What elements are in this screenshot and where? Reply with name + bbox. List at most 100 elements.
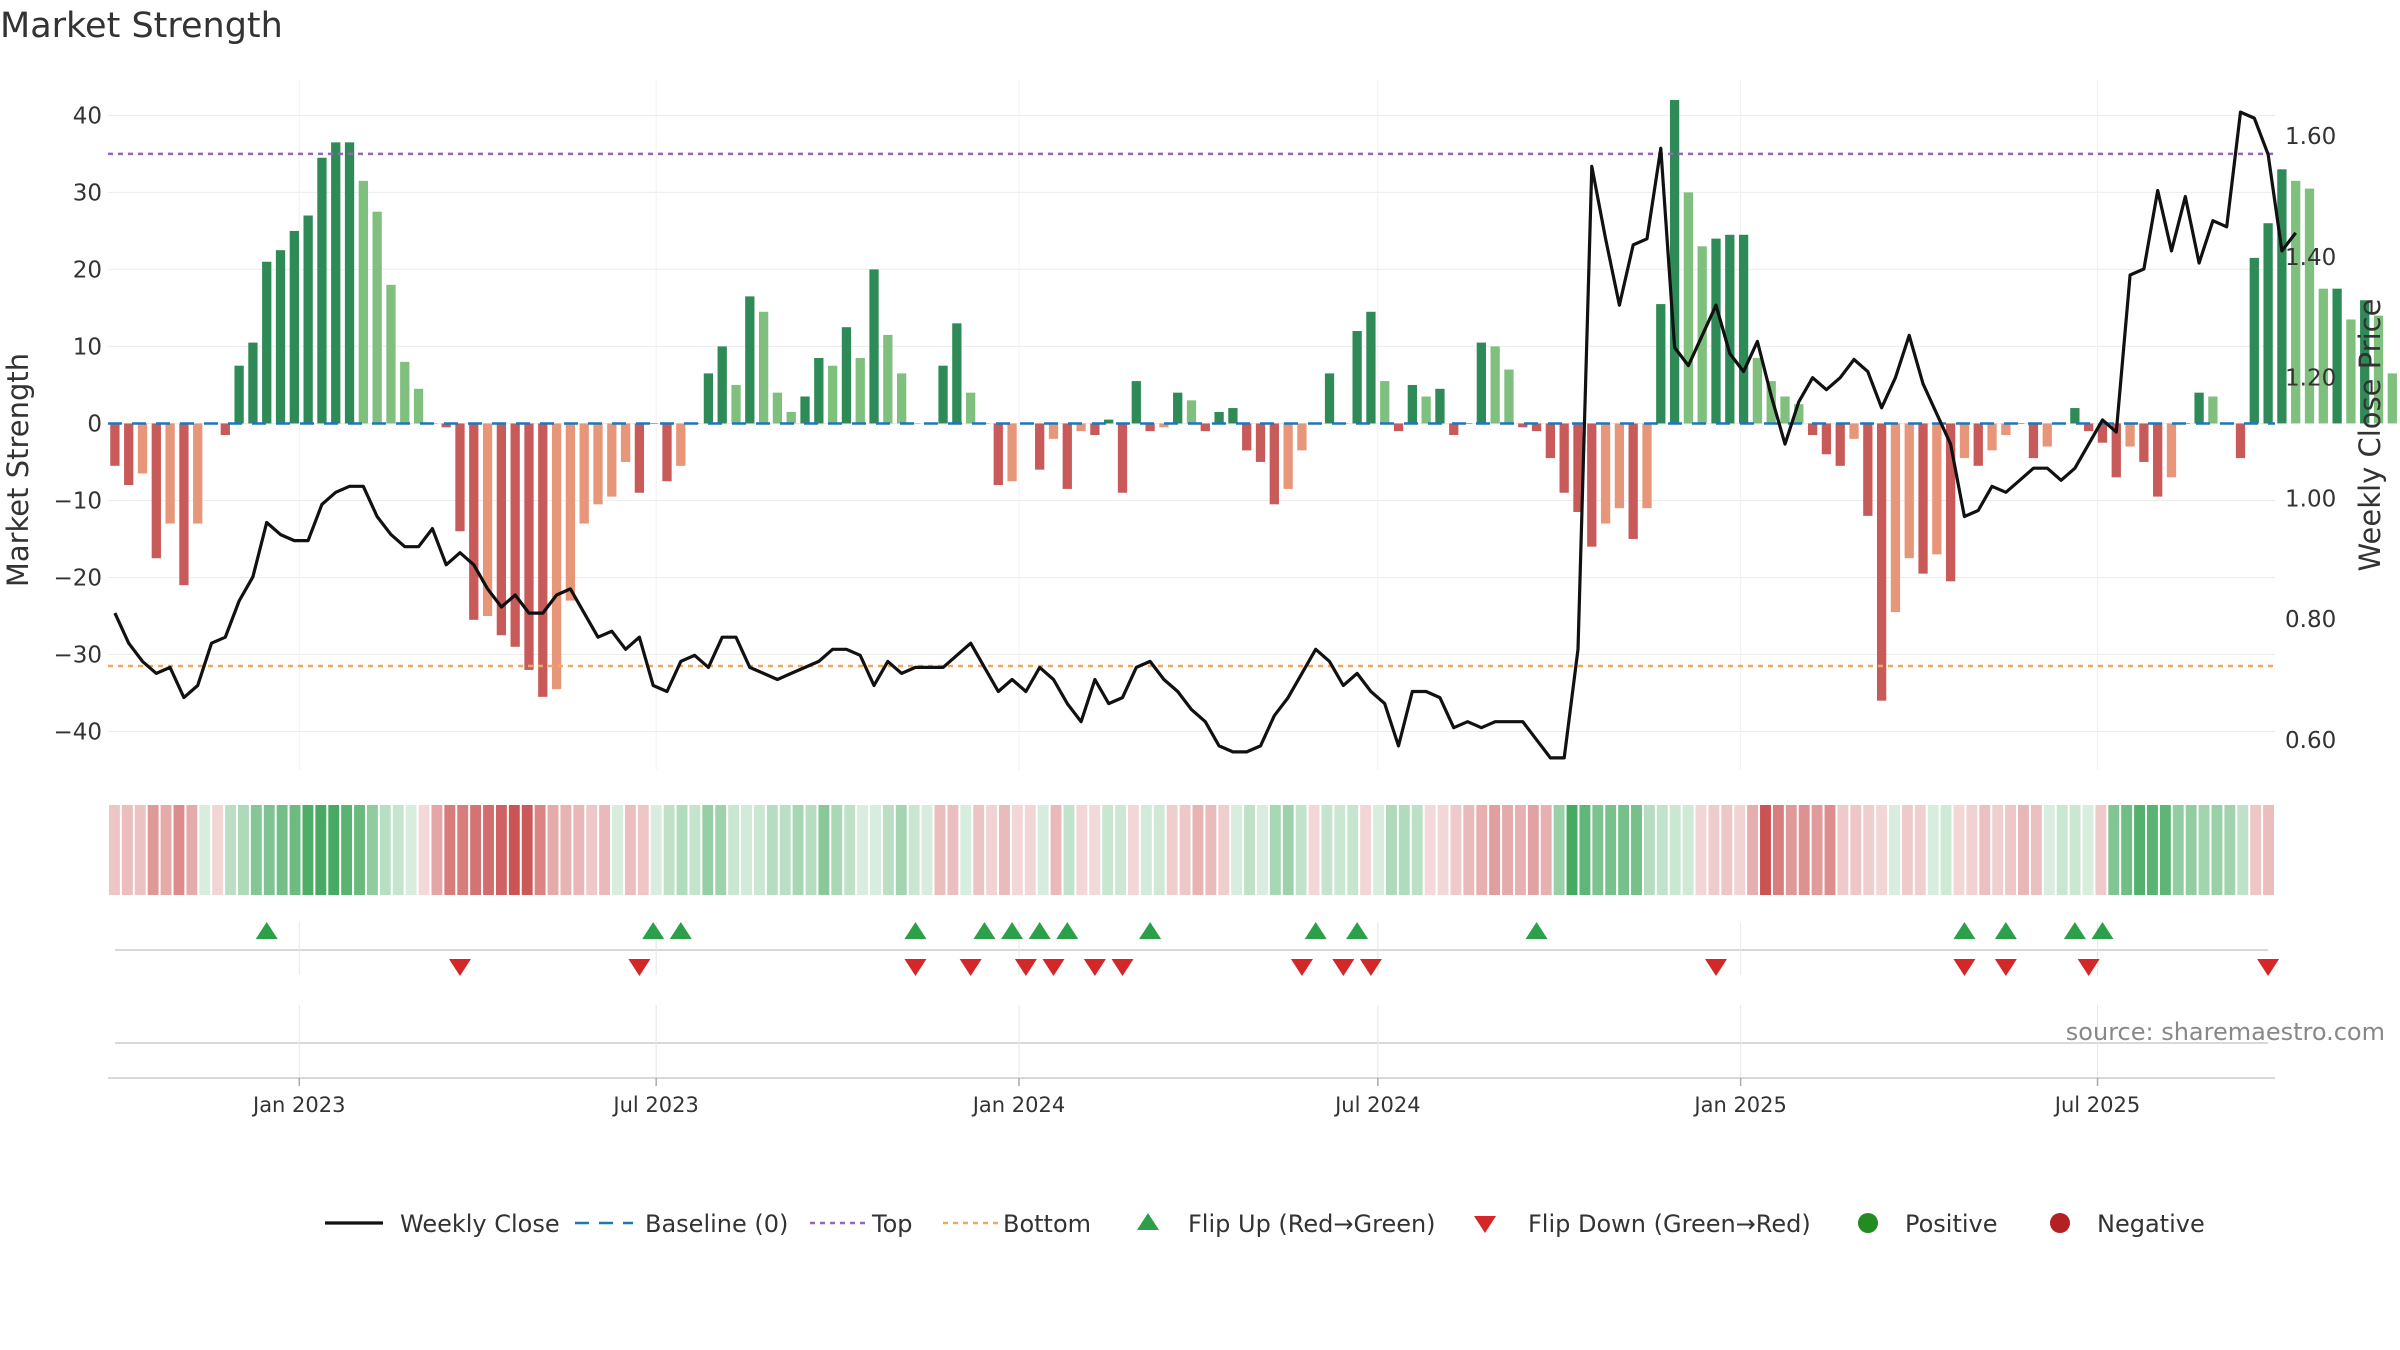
heat-cell (186, 805, 198, 895)
heat-cell (1682, 805, 1694, 895)
flip-down-marker (904, 959, 927, 976)
strength-bar (137, 423, 148, 474)
strength-bar (220, 423, 230, 435)
heat-cell (2198, 805, 2210, 895)
strength-bar (786, 411, 796, 424)
strength-bar (496, 423, 507, 636)
heat-cell (328, 805, 340, 895)
y-tick-label: −20 (53, 565, 102, 591)
heat-cell (1540, 805, 1552, 895)
heat-cell (121, 805, 133, 895)
x-tick-label: Jul 2024 (1333, 1093, 1420, 1117)
strength-bar (758, 311, 769, 424)
strength-bar (1683, 192, 1694, 424)
legend-label: Negative (2097, 1210, 2205, 1238)
heat-cell (1579, 805, 1591, 895)
strength-bar (317, 157, 327, 424)
heat-cell (779, 805, 791, 895)
heat-cell (1308, 805, 1320, 895)
strength-bar (2277, 169, 2287, 424)
heat-cell (1760, 805, 1771, 895)
heat-cell (805, 805, 817, 895)
strength-bar (1711, 238, 1721, 424)
heat-cell (1966, 805, 1978, 895)
heat-cell (637, 805, 649, 895)
heat-cell (2250, 805, 2262, 895)
heat-cell (1992, 805, 2004, 895)
strength-bar (110, 423, 120, 466)
strength-bar (1131, 381, 1141, 424)
flip-down-marker (1359, 959, 1382, 976)
strength-bar (1559, 423, 1569, 493)
heat-cell (1747, 805, 1759, 895)
strength-bar (358, 180, 368, 424)
strength-bar (1145, 423, 1155, 432)
legend-label: Flip Up (Red→Green) (1188, 1210, 1436, 1238)
heat-cell (870, 805, 881, 895)
y2-axis-title: Weekly Close Price (2353, 299, 2387, 572)
y-tick-label: −10 (53, 488, 102, 514)
flip-down-marker (448, 959, 471, 976)
strength-bar (2084, 423, 2094, 432)
strength-bar (289, 230, 299, 424)
flip-down-marker (1953, 959, 1976, 976)
flip-up-marker (1953, 922, 1976, 939)
strength-bar (303, 215, 313, 424)
strength-bar (551, 423, 562, 690)
flip-up-marker (255, 922, 278, 939)
heat-cell (160, 805, 172, 895)
source-label: source: sharemaestro.com (2066, 1018, 2385, 1046)
heat-cell (2147, 805, 2158, 895)
strength-bar (1090, 423, 1100, 435)
strength-bar (524, 423, 534, 670)
flip-up-marker (1346, 922, 1369, 939)
heat-cell (212, 805, 224, 895)
heat-cell (2121, 805, 2133, 895)
heat-cell (225, 805, 236, 895)
strength-bar (676, 423, 686, 466)
strength-bar (262, 261, 272, 424)
strength-bar (331, 142, 341, 424)
strength-bar (1255, 423, 1266, 462)
heat-cell (1115, 805, 1127, 895)
flip-up-marker (1028, 922, 1051, 939)
heat-cell (818, 805, 830, 895)
heat-cell (1269, 805, 1281, 895)
y-tick-label: −30 (53, 642, 102, 668)
heat-cell (728, 805, 740, 895)
heat-cell (586, 805, 598, 895)
strength-bar (165, 423, 175, 524)
strength-bar (2332, 288, 2342, 424)
x-tick-label: Jan 2025 (1692, 1093, 1787, 1117)
heat-cell (1850, 805, 1862, 895)
heat-cell (1914, 805, 1926, 895)
strength-bar (1393, 423, 1404, 432)
heat-cell (650, 805, 662, 895)
heat-cell (2108, 805, 2120, 895)
strength-bar (1780, 396, 1790, 424)
heat-cell (315, 805, 327, 895)
strength-bar (2015, 423, 2025, 424)
flip-up-marker (904, 922, 927, 939)
heat-cell (599, 805, 611, 895)
legend-label: Weekly Close (400, 1210, 560, 1238)
strength-bar (1738, 234, 1749, 424)
strength-bar (1435, 388, 1445, 424)
strength-bar (124, 423, 134, 486)
flip-down-marker (959, 959, 982, 976)
strength-bar (1449, 423, 1459, 435)
heat-cell (1824, 805, 1836, 895)
heat-cell (573, 805, 585, 895)
legend-label: Baseline (0) (645, 1210, 788, 1238)
heat-cell (895, 805, 907, 895)
flip-down-marker (2257, 959, 2280, 976)
flip-up-marker (973, 922, 996, 939)
heat-cell (302, 805, 314, 895)
heat-cell (882, 805, 894, 895)
heat-cell (134, 805, 146, 895)
heat-cell (418, 805, 430, 895)
strength-bar (841, 327, 852, 424)
strength-bar (1531, 423, 1542, 432)
heat-cell (1385, 805, 1397, 895)
legend-swatch-flip-down (1474, 1216, 1496, 1233)
